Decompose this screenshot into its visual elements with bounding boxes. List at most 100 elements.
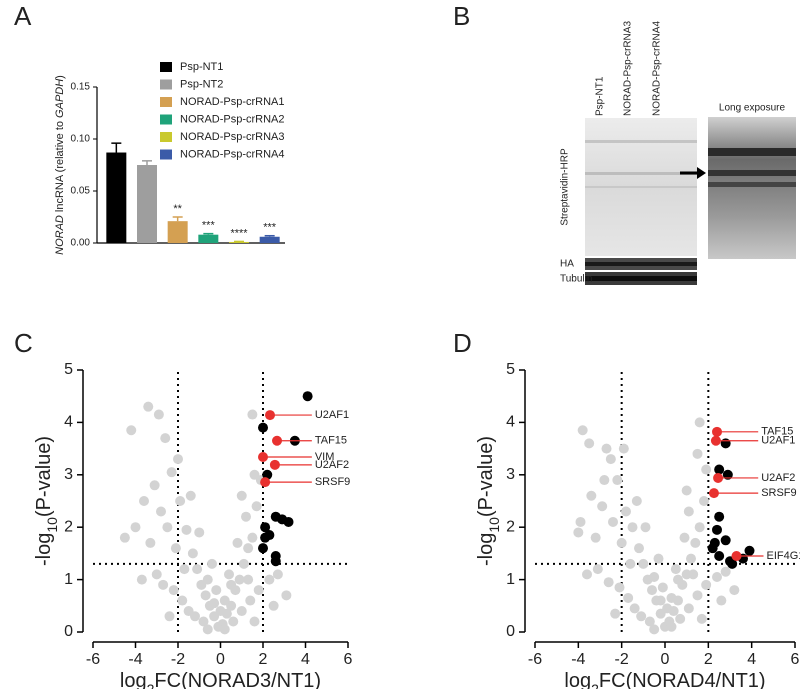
legend-label: NORAD-Psp-crRNA3 [180, 131, 285, 143]
point [119, 532, 130, 543]
point [258, 543, 268, 554]
annotation-label: SRSF9 [315, 476, 350, 488]
point [272, 569, 283, 580]
annotation-label: U2AF1 [315, 409, 349, 421]
point [614, 582, 625, 593]
x-tick-label: 4 [747, 651, 756, 668]
point [625, 558, 636, 569]
annotation-label: TAF15 [761, 426, 793, 438]
inset-label: Long exposure [719, 103, 786, 114]
point [573, 527, 584, 538]
blot-long-band [708, 148, 796, 156]
point [666, 592, 677, 603]
x-tick-label: -2 [171, 651, 185, 668]
annotation-label: EIF4G1 [767, 550, 800, 562]
x-axis-label-part: FC(NORAD4/NT1) [599, 670, 766, 689]
lane-label: Psp-NT1 [595, 76, 606, 116]
point [712, 524, 722, 535]
annotation-label: SRSF9 [761, 487, 796, 499]
point [247, 409, 258, 420]
point [692, 590, 703, 601]
x-tick-label: 4 [301, 651, 310, 668]
annotation-label: U2AF2 [315, 459, 349, 471]
x-tick-label: -4 [571, 651, 585, 668]
point [153, 409, 164, 420]
point [236, 490, 247, 501]
bar [106, 152, 127, 243]
legend-swatch [160, 79, 172, 90]
point [575, 516, 586, 527]
point [145, 537, 156, 548]
point [211, 585, 222, 596]
point [143, 401, 154, 412]
point [647, 585, 657, 596]
point [688, 569, 699, 580]
point [258, 422, 268, 433]
x-axis-label: log2FC(NORAD3/NT1) [120, 670, 321, 689]
point [649, 571, 660, 582]
y-tick-label: 5 [64, 361, 73, 378]
point [268, 600, 279, 611]
point [260, 532, 271, 543]
point [694, 522, 705, 533]
point [683, 506, 694, 517]
point [701, 464, 712, 475]
x-axis-label-part: log [564, 670, 591, 689]
point [605, 454, 616, 465]
point [162, 522, 173, 533]
y-tick-label: 4 [64, 414, 73, 431]
legend-swatch [160, 149, 172, 160]
point [621, 506, 631, 517]
legend-label: NORAD-Psp-crRNA1 [180, 96, 285, 108]
point [260, 522, 271, 533]
point [151, 569, 162, 580]
point [192, 564, 203, 575]
point [251, 501, 262, 512]
point [634, 543, 644, 554]
point [699, 496, 709, 506]
point [662, 603, 673, 614]
blot-long [708, 117, 796, 259]
point [608, 516, 618, 527]
panel-label: A [14, 1, 32, 31]
point [136, 574, 147, 585]
point [277, 514, 288, 525]
western-blot: Psp-NT1 NORAD-Psp-crRNA3 NORAD-Psp-crRNA… [560, 21, 796, 285]
point [179, 564, 190, 575]
legend-label: NORAD-Psp-crRNA2 [180, 113, 285, 125]
point [655, 595, 666, 606]
point [670, 564, 681, 575]
point [228, 616, 239, 627]
point [681, 485, 692, 496]
point [714, 464, 725, 475]
bar [167, 221, 188, 243]
y-tick-label: 0.00 [71, 238, 91, 249]
y-tick-label: 0 [506, 623, 515, 640]
point [175, 496, 186, 506]
panel-label: C [14, 328, 33, 358]
x-tick-label: 0 [216, 651, 225, 668]
point [243, 543, 254, 554]
x-tick-label: -2 [615, 651, 629, 668]
annotation-label: VIM [315, 451, 335, 463]
point [712, 571, 722, 582]
y-axis-label-part: 10 [486, 517, 502, 533]
point [744, 545, 755, 556]
point [160, 433, 171, 444]
legend-label: NORAD-Psp-crRNA4 [180, 148, 285, 160]
y-axis-label-part: ) [54, 75, 66, 79]
y-axis-label: -log10(P-value) [33, 436, 59, 566]
x-axis-label-part: log [120, 670, 147, 689]
point [586, 490, 597, 501]
point [249, 616, 260, 627]
y-axis-label-part: lncRNA (relative to [54, 118, 66, 215]
bar [137, 165, 157, 243]
point [627, 522, 638, 533]
blot-band [585, 140, 697, 143]
y-axis-label: -log10(P-value) [475, 436, 501, 566]
point [139, 496, 149, 506]
point [640, 522, 651, 533]
significance-label: **** [230, 227, 248, 239]
point [599, 475, 610, 486]
point [657, 582, 668, 593]
